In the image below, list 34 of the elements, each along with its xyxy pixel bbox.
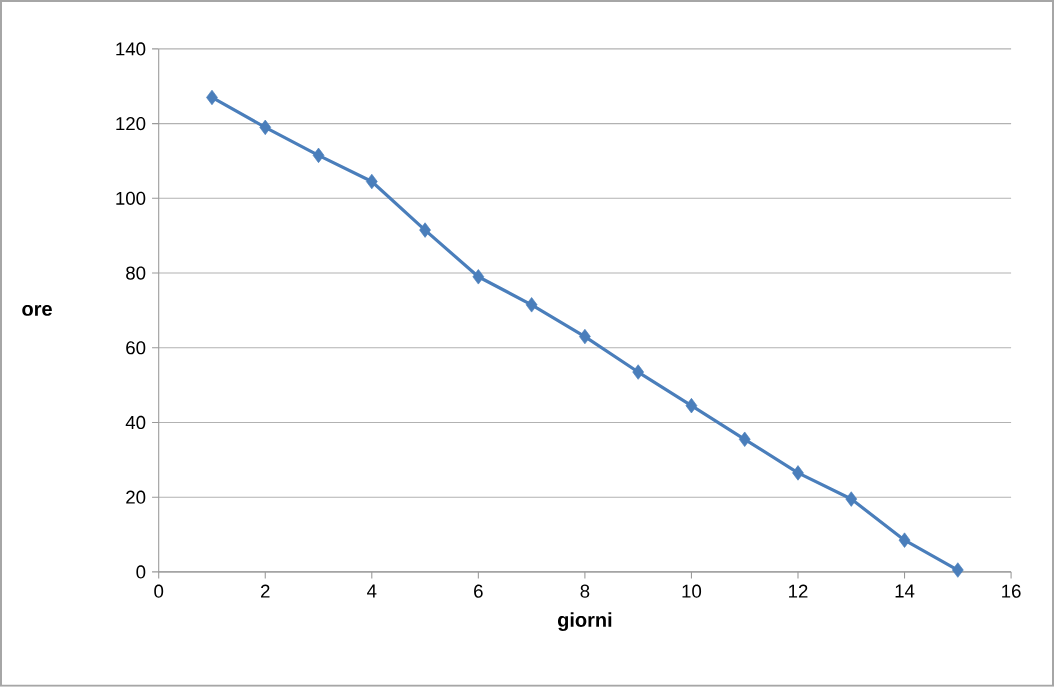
point bbox=[525, 297, 538, 313]
point bbox=[792, 465, 804, 481]
point bbox=[419, 222, 431, 238]
x-tick-label: 12 bbox=[789, 584, 808, 598]
x-tick-label: 16 bbox=[1002, 584, 1021, 598]
x-tick-label: 6 bbox=[474, 584, 483, 598]
point bbox=[365, 174, 378, 190]
x-tick-label: 10 bbox=[682, 584, 702, 598]
x-tick-label: 8 bbox=[580, 584, 590, 598]
y-tick-label: 60 bbox=[126, 341, 146, 355]
y-axis-title: ore bbox=[22, 305, 52, 317]
y-tick-label: 80 bbox=[126, 266, 146, 280]
point bbox=[579, 329, 591, 345]
x-tick-label: 4 bbox=[367, 584, 377, 598]
y-tick-label: 20 bbox=[126, 490, 146, 504]
point bbox=[206, 89, 218, 106]
point bbox=[898, 532, 911, 548]
point bbox=[951, 562, 964, 578]
point bbox=[685, 398, 698, 414]
x-tick-label: 0 bbox=[154, 584, 164, 598]
x-tick-label: 14 bbox=[895, 584, 915, 598]
x-axis-title: giorni bbox=[557, 612, 612, 632]
y-tick-label: 40 bbox=[125, 416, 146, 430]
point bbox=[312, 147, 325, 164]
y-tick-label: 120 bbox=[116, 117, 146, 131]
point bbox=[738, 431, 751, 448]
point bbox=[845, 491, 858, 507]
y-tick-label: 0 bbox=[136, 565, 146, 579]
point bbox=[259, 119, 272, 136]
y-tick-label: 140 bbox=[116, 42, 146, 56]
x-tick-label: 2 bbox=[261, 584, 270, 598]
point bbox=[632, 364, 644, 380]
y-tick-label: 100 bbox=[116, 191, 146, 206]
point bbox=[472, 269, 485, 285]
